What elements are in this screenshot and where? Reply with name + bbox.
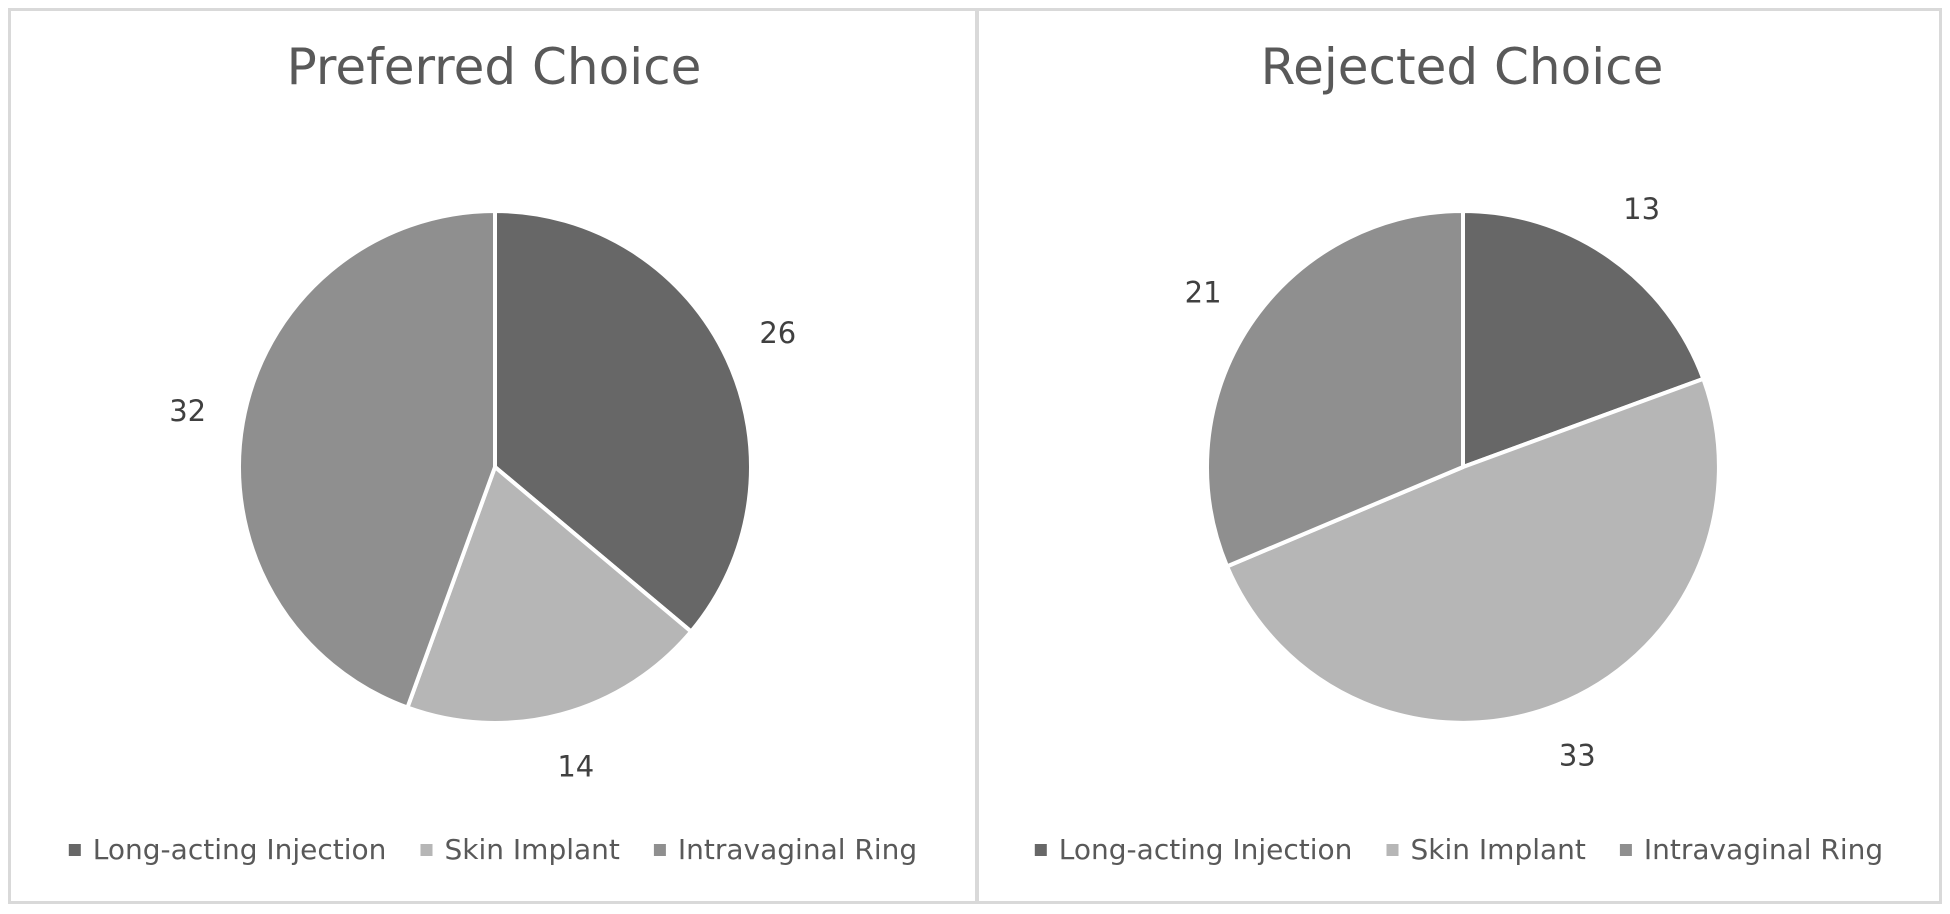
legend-item-intravaginal-ring: Intravaginal Ring [1619,833,1883,866]
pie-slice-long-acting-injection [1461,209,1706,469]
data-label-intravaginal-ring: 32 [169,394,206,428]
legend-swatch-skin-implant [1386,844,1399,856]
chart-panel-preferred: Preferred Choice 26 14 32 Long-acting Inje… [8,8,978,904]
data-label-long-acting-injection: 13 [1623,192,1660,226]
pie-slices [1205,209,1721,725]
legend-swatch-intravaginal-ring [1619,844,1632,856]
data-label-intravaginal-ring: 21 [1185,275,1222,309]
pie-slice-skin-implant [405,465,694,725]
legend-item-long-acting-injection: Long-acting Injection [68,833,387,866]
legend-label-skin-implant: Skin Implant [445,833,620,866]
legend-label-long-acting-injection: Long-acting Injection [93,833,387,866]
pie-slice-intravaginal-ring [1205,209,1465,569]
legend-item-long-acting-injection: Long-acting Injection [1034,833,1353,866]
pie-slices [237,209,753,725]
pie-chart-rejected: Rejected Choice 13 33 21 Long-acting Injec… [1034,38,1883,866]
pie-slice-skin-implant [1225,376,1721,725]
data-labels: 13 33 21 [1185,192,1660,772]
legend: Long-acting Injection Skin Implant Intrava… [68,833,917,866]
legend-item-intravaginal-ring: Intravaginal Ring [653,833,917,866]
data-label-skin-implant: 14 [557,749,594,783]
data-label-skin-implant: 33 [1559,738,1596,772]
pie-slice-intravaginal-ring [237,209,497,710]
legend-swatch-skin-implant [420,844,433,856]
legend-item-skin-implant: Skin Implant [1386,833,1586,866]
legend-label-intravaginal-ring: Intravaginal Ring [1644,833,1883,866]
chart-panel-rejected: Rejected Choice 13 33 21 Long-acting Injec… [976,8,1942,904]
pie-slice-long-acting-injection [493,209,753,634]
chart-title: Preferred Choice [287,38,702,96]
data-labels: 26 14 32 [169,316,796,783]
legend-item-skin-implant: Skin Implant [420,833,620,866]
data-label-long-acting-injection: 26 [759,316,796,350]
legend-label-skin-implant: Skin Implant [1411,833,1586,866]
legend-swatch-long-acting-injection [68,844,81,856]
legend-swatch-intravaginal-ring [653,844,666,856]
legend-swatch-long-acting-injection [1034,844,1047,856]
chart-title: Rejected Choice [1261,38,1664,96]
legend-label-long-acting-injection: Long-acting Injection [1059,833,1353,866]
legend: Long-acting Injection Skin Implant Intrava… [1034,833,1883,866]
pie-chart-preferred: Preferred Choice 26 14 32 Long-acting Inje… [68,38,917,866]
legend-label-intravaginal-ring: Intravaginal Ring [678,833,917,866]
